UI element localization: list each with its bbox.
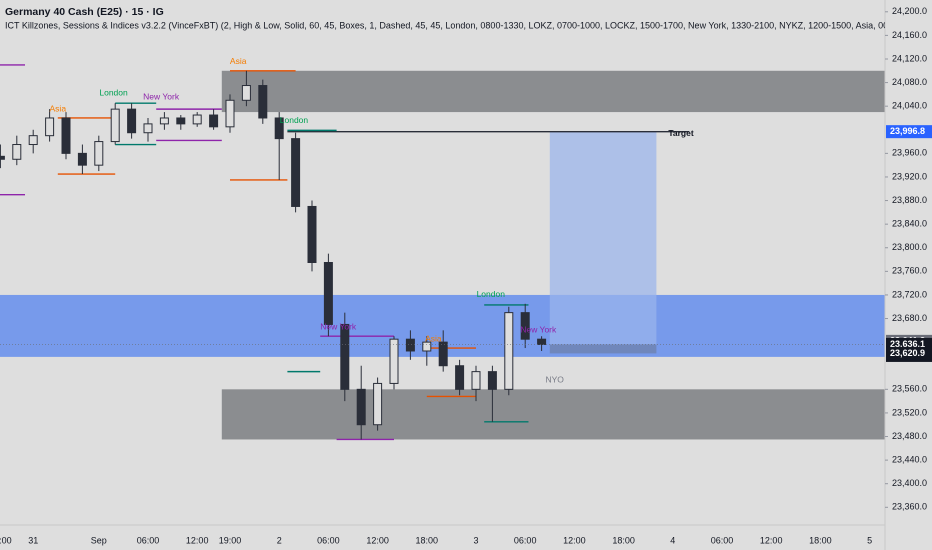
candle-body (258, 85, 268, 119)
zone (221, 389, 885, 440)
annotation: Target (668, 128, 694, 138)
candle-body (471, 371, 481, 390)
y-tick-label: 24,160.0 (892, 30, 927, 40)
x-tick-label: 12:00 (186, 535, 209, 545)
x-tick-label: 31 (28, 535, 38, 545)
plot-area: Asia London New York Asia London New York Asia… (0, 56, 885, 441)
price-marker (886, 346, 932, 360)
axes: 24,200.0 24,160.0 24,120.0 24,080.0 24,040.0… (0, 6, 932, 545)
candle-body (209, 114, 219, 128)
y-tick-label: 23,920.0 (892, 171, 927, 181)
candle-body (0, 155, 5, 160)
annotation: New York (320, 322, 357, 332)
candle-body (405, 338, 415, 352)
header: Germany 40 Cash (E25) · 15 · IG ICT Kill… (5, 6, 932, 31)
annotation: London (99, 87, 128, 97)
x-tick-label: Sep (91, 535, 107, 545)
candle-body (110, 108, 120, 143)
y-tick-label: 23,840.0 (892, 219, 927, 229)
y-tick-label: 23,960.0 (892, 148, 927, 158)
annotation: London (280, 115, 309, 125)
candle-body (12, 144, 22, 160)
x-tick-label: 06:00 (317, 535, 340, 545)
x-tick-label: 06:00 (137, 535, 160, 545)
x-tick-label: 5 (867, 535, 872, 545)
zone (221, 70, 885, 113)
candle-body (438, 341, 448, 367)
candle-body (323, 262, 333, 325)
price-marker-label: 23,636.1 (890, 339, 925, 349)
y-tick-label: 23,360.0 (892, 502, 927, 512)
price-marker (886, 125, 932, 139)
annotation: New York (520, 325, 557, 335)
candle-body (504, 312, 514, 390)
y-tick-label: 23,400.0 (892, 478, 927, 488)
candle-body (225, 99, 235, 128)
y-tick-label: 23,440.0 (892, 454, 927, 464)
candle-body (61, 117, 71, 154)
annotation: Asia (425, 333, 442, 343)
candle-body (127, 108, 137, 134)
x-tick-label: 19:00 (219, 535, 242, 545)
price-marker-label: 23,620.9 (890, 348, 925, 358)
annotation: NYO (546, 375, 565, 385)
candle-body (455, 365, 465, 390)
y-tick-label: 23,880.0 (892, 195, 927, 205)
candle-body (422, 341, 432, 352)
candle-body (159, 117, 169, 125)
candle-body (520, 312, 530, 340)
candle-body (340, 323, 350, 390)
candle-body (307, 205, 317, 264)
y-tick-label: 23,800.0 (892, 242, 927, 252)
price-marker-label: 23,996.8 (890, 126, 925, 136)
candle-body (389, 338, 399, 384)
candle-body (291, 138, 301, 207)
annotation: Asia (50, 103, 67, 113)
candle-body (274, 117, 284, 140)
x-tick-label: 12:00 (366, 535, 389, 545)
x-tick-label: 06:00 (711, 535, 734, 545)
candle-body (487, 371, 497, 390)
y-tick-label: 23,480.0 (892, 431, 927, 441)
candle-body (537, 338, 547, 345)
x-tick-label: 00:00 (0, 535, 12, 545)
chart-title: Germany 40 Cash (E25) · 15 · IG (5, 6, 164, 18)
candle-body (373, 382, 383, 426)
annotation: Asia (230, 56, 247, 66)
x-tick-label: 2 (277, 535, 282, 545)
x-tick-label: 4 (670, 535, 675, 545)
y-tick-label: 23,560.0 (892, 384, 927, 394)
x-tick-label: 06:00 (514, 535, 537, 545)
x-tick-label: 12:00 (760, 535, 783, 545)
candle-body (94, 141, 104, 166)
y-tick-label: 23,520.0 (892, 407, 927, 417)
x-tick-label: 18:00 (612, 535, 635, 545)
x-tick-label: 3 (473, 535, 478, 545)
candle-body (77, 152, 87, 166)
indicator-label: ICT Killzones, Sessions & Indices v3.2.2… (5, 20, 932, 30)
candle-body (192, 114, 202, 125)
candle-body (28, 135, 38, 146)
candle-body (143, 123, 153, 134)
annotation: London (477, 289, 506, 299)
x-tick-label: 18:00 (809, 535, 832, 545)
y-tick-label: 24,040.0 (892, 101, 927, 111)
y-tick-label: 24,120.0 (892, 53, 927, 63)
candle-body (356, 388, 366, 426)
x-tick-label: 12:00 (563, 535, 586, 545)
y-tick-label: 24,200.0 (892, 6, 927, 16)
candle-body (45, 117, 55, 137)
y-tick-label: 23,720.0 (892, 289, 927, 299)
annotation: New York (143, 92, 180, 102)
y-tick-label: 23,680.0 (892, 313, 927, 323)
candle-body (241, 85, 251, 101)
y-tick-label: 23,760.0 (892, 266, 927, 276)
zone (549, 131, 657, 345)
candle-body (176, 117, 186, 125)
x-tick-label: 18:00 (416, 535, 439, 545)
zone (549, 344, 657, 354)
y-tick-label: 24,080.0 (892, 77, 927, 87)
